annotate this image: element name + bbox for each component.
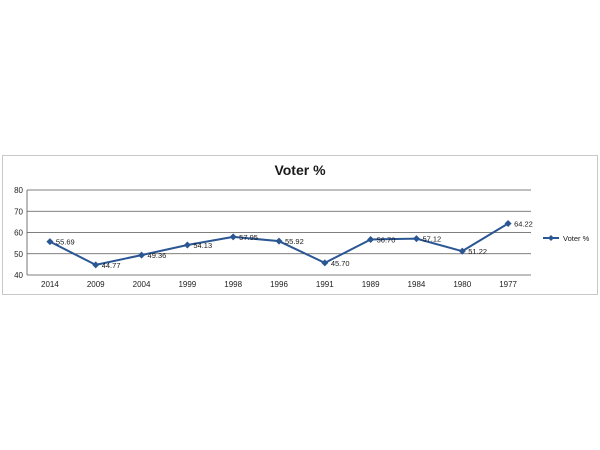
legend: Voter % xyxy=(543,234,590,243)
data-point xyxy=(458,247,466,255)
data-labels: 55.69 44.77 49.36 54.13 57.95 55.92 45.70 56.70… xyxy=(56,220,533,270)
x-tick-label: 1998 xyxy=(224,280,242,289)
x-tick-label: 1989 xyxy=(362,280,380,289)
data-point xyxy=(92,261,100,269)
data-point xyxy=(275,237,283,245)
data-point xyxy=(46,238,54,246)
data-label: 64.22 xyxy=(514,220,533,229)
x-axis-ticks: 2014 2009 2004 1999 1998 1996 1991 1989 1984 1980… xyxy=(41,280,518,289)
data-point xyxy=(504,220,512,228)
y-tick-label: 60 xyxy=(14,229,23,238)
data-point xyxy=(138,251,146,259)
x-tick-label: 1977 xyxy=(499,280,517,289)
voter-line-chart: Voter % 40 50 60 70 80 2014 2009 2004 1999 1998 1… xyxy=(14,162,590,289)
data-label: 45.70 xyxy=(331,259,350,268)
data-label: 57.12 xyxy=(422,235,441,244)
chart-frame: Voter % 40 50 60 70 80 2014 2009 2004 1999 1998 1… xyxy=(2,155,598,295)
legend-marker xyxy=(548,235,554,241)
x-tick-label: 1980 xyxy=(453,280,471,289)
x-tick-label: 1999 xyxy=(178,280,196,289)
x-tick-label: 1996 xyxy=(270,280,288,289)
data-point xyxy=(229,233,237,241)
x-tick-label: 2009 xyxy=(87,280,105,289)
data-point xyxy=(412,235,420,243)
data-label: 49.36 xyxy=(148,251,167,260)
series-voter-percent xyxy=(46,220,512,269)
legend-label: Voter % xyxy=(563,234,590,243)
data-label: 54.13 xyxy=(193,241,212,250)
data-label: 55.69 xyxy=(56,238,75,247)
gridlines xyxy=(26,189,531,276)
x-tick-label: 1991 xyxy=(316,280,334,289)
y-axis-ticks: 40 50 60 70 80 xyxy=(14,186,23,280)
data-point xyxy=(321,259,329,267)
data-point xyxy=(183,241,191,249)
y-tick-label: 70 xyxy=(14,207,23,216)
data-label: 44.77 xyxy=(102,261,121,270)
x-tick-label: 2014 xyxy=(41,280,59,289)
data-label: 51.22 xyxy=(468,247,487,256)
chart-title: Voter % xyxy=(274,162,326,178)
y-tick-label: 80 xyxy=(14,186,23,195)
data-label: 55.92 xyxy=(285,237,304,246)
x-tick-label: 2004 xyxy=(133,280,151,289)
x-tick-label: 1984 xyxy=(408,280,426,289)
data-label: 57.95 xyxy=(239,233,258,242)
y-tick-label: 50 xyxy=(14,250,23,259)
data-point xyxy=(367,236,375,244)
y-tick-label: 40 xyxy=(14,271,23,280)
data-label: 56.70 xyxy=(377,236,396,245)
